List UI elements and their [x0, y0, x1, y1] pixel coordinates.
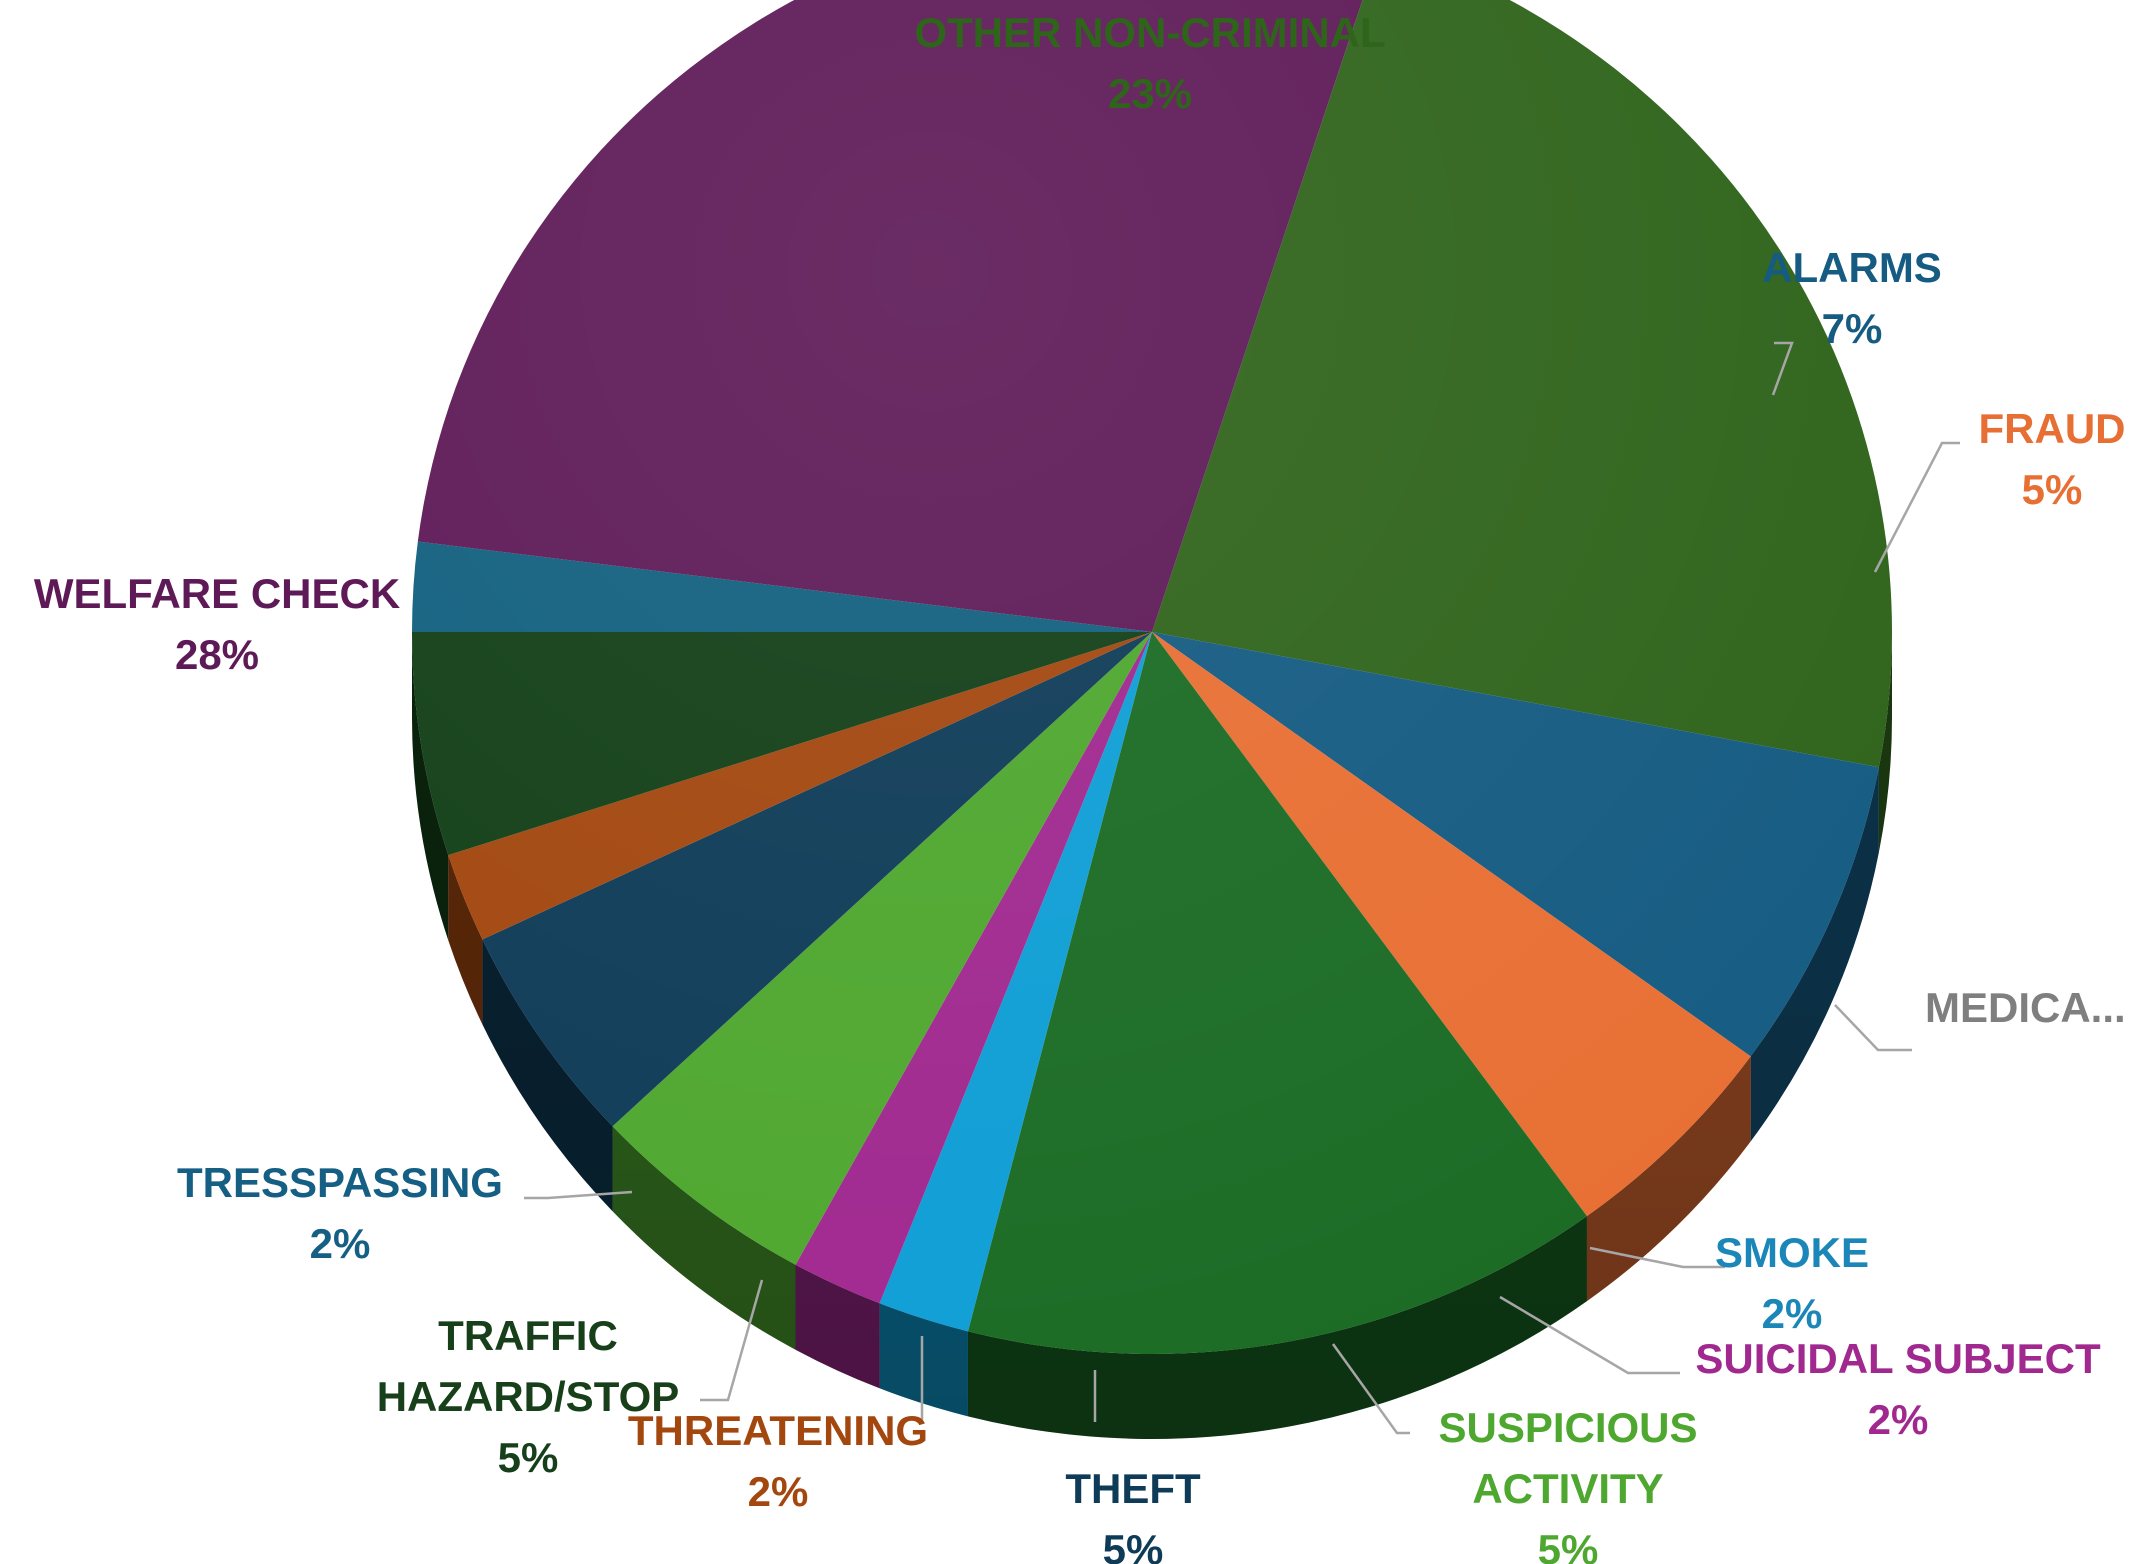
leader-line-traffic-hazard-stop [700, 1279, 764, 1402]
slice-category-alarms: ALARMS [1762, 244, 1942, 291]
leader-lines [524, 341, 1960, 1435]
slice-value-suspicious-activity: 5% [1538, 1526, 1599, 1564]
slice-label-fraud: FRAUD 5% [1979, 405, 2126, 513]
leader-line-suspicious-activity [1331, 1343, 1410, 1435]
slice-category-traffic-hazard-stop: HAZARD/STOP [377, 1373, 680, 1420]
slice-value-fraud: 5% [2022, 466, 2083, 513]
leader-line-suicidal-subject [1499, 1295, 1680, 1375]
slice-category-fraud: FRAUD [1979, 405, 2126, 452]
slice-category-suspicious-activity: SUSPICIOUS [1438, 1404, 1697, 1451]
leader-line-fraud [1873, 441, 1960, 573]
slice-label-medica: MEDICA... [1925, 984, 2126, 1031]
slice-label-smoke: SMOKE 2% [1715, 1229, 1869, 1337]
slice-category-other-non-criminal: OTHER NON-CRIMINAL [914, 9, 1385, 56]
slice-category-suspicious-activity: ACTIVITY [1472, 1465, 1663, 1512]
slice-value-theft: 5% [1103, 1526, 1164, 1564]
slice-value-threatening: 2% [748, 1468, 809, 1515]
slice-value-traffic-hazard-stop: 5% [498, 1434, 559, 1481]
pie-top-shine [412, 0, 1892, 1354]
slice-label-welfare-check: WELFARE CHECK 28% [34, 570, 400, 678]
pie-side-layer [412, 632, 1892, 1439]
slice-category-tresspassing: TRESSPASSING [177, 1159, 503, 1206]
slice-label-suicidal-subject: SUICIDAL SUBJECT 2% [1695, 1335, 2101, 1443]
slice-label-tresspassing: TRESSPASSING 2% [177, 1159, 503, 1267]
slice-label-alarms: ALARMS 7% [1762, 244, 1942, 352]
leader-line-tresspassing [524, 1190, 633, 1200]
leader-line-alarms [1771, 341, 1794, 396]
slice-category-smoke: SMOKE [1715, 1229, 1869, 1276]
slice-label-theft: THEFT 5% [1065, 1465, 1201, 1564]
leader-line-smoke [1589, 1246, 1725, 1269]
slice-value-tresspassing: 2% [310, 1220, 371, 1267]
slice-category-theft: THEFT [1065, 1465, 1201, 1512]
slice-category-traffic-hazard-stop: TRAFFIC [438, 1312, 618, 1359]
slice-value-welfare-check: 28% [175, 631, 259, 678]
slice-value-smoke: 2% [1762, 1290, 1823, 1337]
slice-value-other-non-criminal: 23% [1108, 70, 1192, 117]
slice-category-suicidal-subject: SUICIDAL SUBJECT [1695, 1335, 2101, 1382]
pie-top-layer [412, 0, 1892, 1354]
slice-category-welfare-check: WELFARE CHECK [34, 570, 400, 617]
slice-label-other-non-criminal: OTHER NON-CRIMINAL 23% [914, 9, 1385, 117]
slice-label-suspicious-activity: SUSPICIOUS ACTIVITY 5% [1438, 1404, 1697, 1564]
slice-label-threatening: THREATENING 2% [628, 1407, 928, 1515]
slice-label-traffic-hazard-stop: TRAFFIC HAZARD/STOP 5% [377, 1312, 680, 1481]
leader-line-medica [1834, 1004, 1912, 1052]
slice-category-threatening: THREATENING [628, 1407, 928, 1454]
slice-labels: OTHER NON-CRIMINAL 23% ALARMS 7% FRAUD 5% MEDI… [34, 9, 2126, 1564]
slice-value-suicidal-subject: 2% [1868, 1396, 1929, 1443]
slice-category-medica: MEDICA... [1925, 984, 2126, 1031]
slice-value-alarms: 7% [1822, 305, 1883, 352]
